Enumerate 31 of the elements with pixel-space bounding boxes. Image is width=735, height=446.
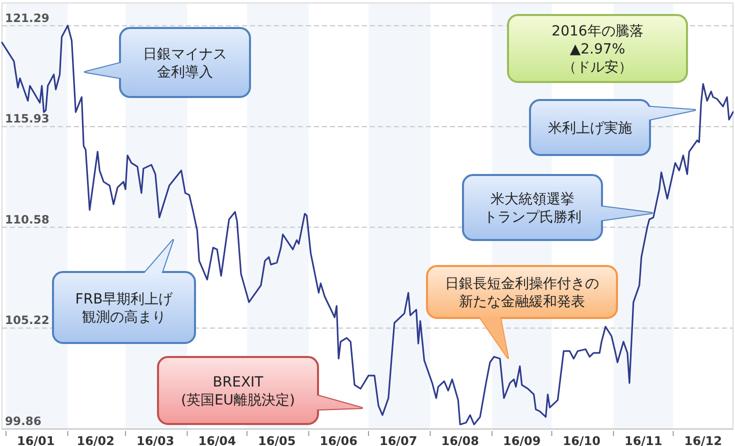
annotation: 日銀長短金利操作付きの新たな金融緩和発表: [445, 276, 599, 310]
annotation: 日銀マイナス金利導入: [143, 46, 227, 80]
annotation: FRB早期利上げ観測の高まり: [75, 292, 174, 326]
annotation: 2016年の騰落 ▲2.97% （ドル安）: [507, 14, 688, 83]
annotation: 米大統領選挙トランプ氏勝利: [462, 174, 653, 241]
annotation: 米大統領選挙トランプ氏勝利: [484, 192, 582, 226]
x-tick-label: 16/01: [16, 434, 55, 446]
x-tick-label: 16/05: [258, 434, 296, 446]
annotation: 日銀マイナス金利導入: [84, 27, 251, 98]
annotation: FRB早期利上げ観測の高まり: [52, 239, 196, 344]
x-tick-label: 16/04: [198, 434, 236, 446]
annotation: BREXIT (英国EU離脱決定): [157, 356, 363, 425]
annotation: 米利上げ実施: [529, 99, 696, 156]
y-tick-label: 121.29: [5, 10, 50, 25]
annotation: 日銀長短金利操作付きの新たな金融緩和発表: [426, 265, 618, 359]
annotation: BREXIT (英国EU離脱決定): [180, 374, 296, 408]
x-tick-label: 16/02: [76, 434, 115, 446]
y-tick-label: 105.22: [5, 313, 50, 328]
annotation: 2016年の騰落 ▲2.97% （ドル安）: [552, 24, 644, 76]
x-tick-label: 16/11: [624, 434, 662, 446]
annotation: 米利上げ実施: [548, 120, 632, 136]
x-tick-label: 16/09: [502, 434, 541, 446]
x-tick-label: 16/12: [684, 434, 722, 446]
y-tick-label: 115.93: [5, 112, 50, 126]
x-tick-label: 16/08: [441, 434, 480, 446]
x-tick-label: 16/03: [136, 434, 174, 446]
y-tick-label: 110.58: [5, 212, 50, 226]
y-tick-label: 99.86: [5, 414, 42, 428]
x-tick-label: 16/06: [320, 434, 358, 446]
x-tick-label: 16/07: [379, 434, 418, 446]
x-tick-label: 16/10: [562, 434, 601, 446]
